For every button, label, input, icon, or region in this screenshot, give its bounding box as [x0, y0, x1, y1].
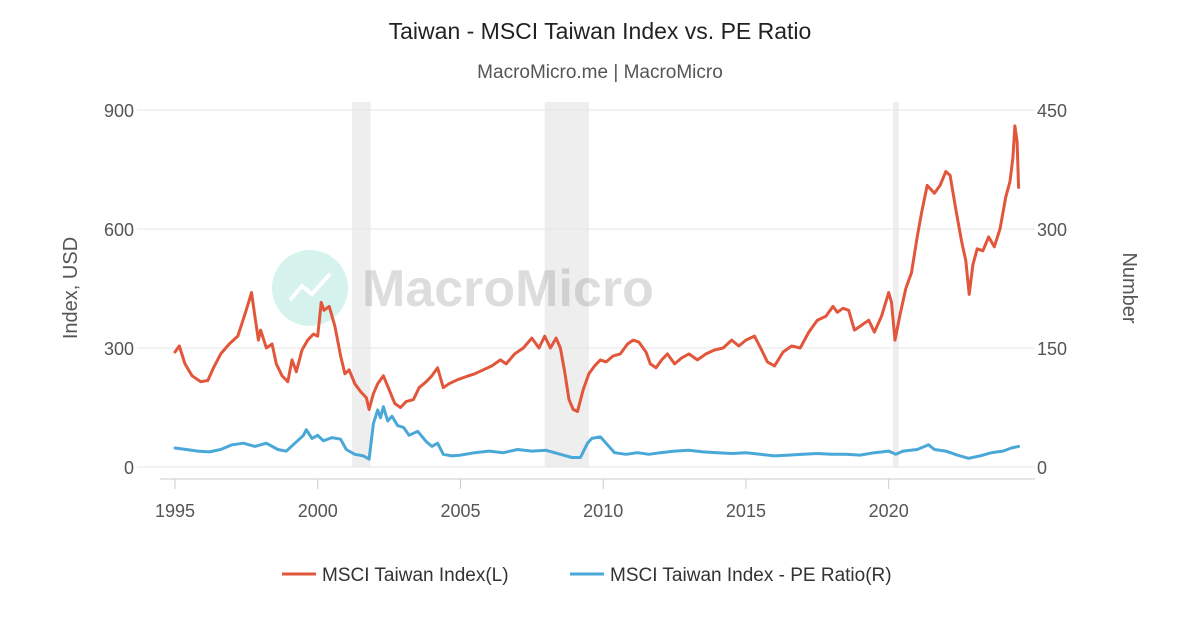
x-tick-label: 2010 — [583, 501, 623, 521]
watermark: MacroMicro — [272, 250, 654, 326]
legend-label: MSCI Taiwan Index(L) — [322, 565, 509, 586]
legend-label: MSCI Taiwan Index - PE Ratio(R) — [610, 565, 892, 586]
index-line — [173, 124, 1021, 413]
watermark-trend-icon — [288, 272, 332, 302]
y-tick-label-left: 600 — [104, 220, 134, 240]
y-tick-label-left: 300 — [104, 339, 134, 359]
pe-ratio-line — [173, 405, 1021, 461]
y-axis-right-title: Number — [1118, 252, 1140, 323]
x-tick-label: 2005 — [440, 501, 480, 521]
y-tick-label-right: 300 — [1037, 220, 1067, 240]
x-tick-label: 2020 — [869, 501, 909, 521]
recession-band — [892, 102, 899, 467]
y-tick-label-right: 150 — [1037, 339, 1067, 359]
watermark-text: MacroMicro — [362, 260, 654, 318]
x-tick-label: 2000 — [298, 501, 338, 521]
recession-band — [544, 102, 589, 467]
chart-subtitle: MacroMicro.me | MacroMicro — [477, 62, 723, 83]
y-axis-left-title: Index, USD — [60, 237, 82, 339]
watermark-logo-icon — [272, 250, 348, 326]
gridlines — [137, 109, 1035, 468]
y-tick-label-left: 900 — [104, 101, 134, 121]
recession-band — [351, 102, 371, 467]
recession-bands — [351, 102, 899, 467]
axes: 1995 2000 2005 2010 2015 2020 0 300 600 900 0 150 30… — [104, 101, 1067, 521]
x-tick-label: 1995 — [155, 501, 195, 521]
x-tick-label: 2015 — [726, 501, 766, 521]
chart-title: Taiwan - MSCI Taiwan Index vs. PE Ratio — [389, 18, 812, 44]
y-tick-label-right: 450 — [1037, 101, 1067, 121]
y-tick-label-right: 0 — [1037, 458, 1047, 478]
series-layer — [173, 124, 1021, 461]
y-tick-label-left: 0 — [124, 458, 134, 478]
legend: MSCI Taiwan Index(L) MSCI Taiwan Index - … — [282, 565, 892, 586]
